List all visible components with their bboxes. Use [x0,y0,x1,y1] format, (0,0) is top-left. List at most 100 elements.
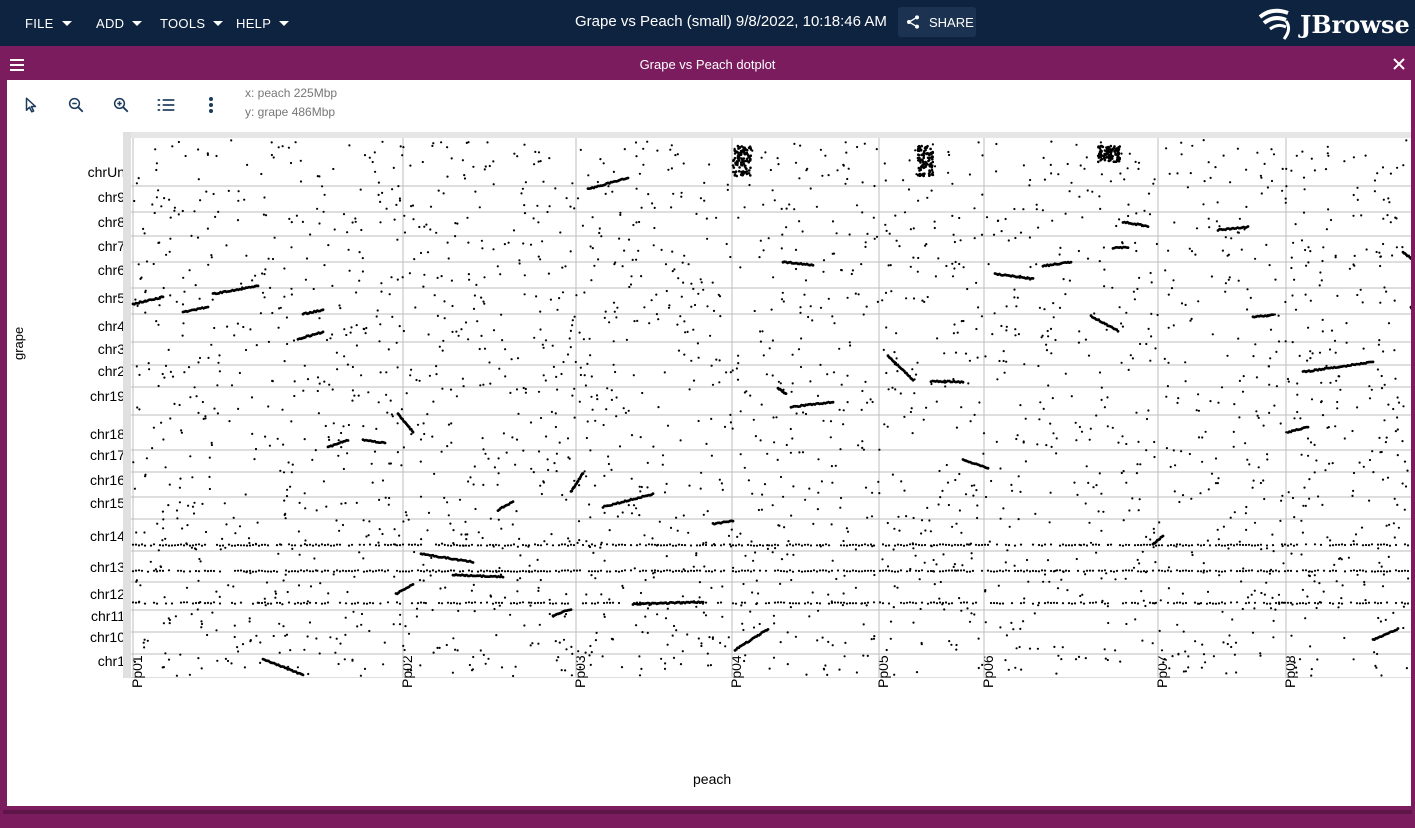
dot-point [1199,602,1203,605]
dot-point [1304,543,1308,546]
dot-point [551,344,554,347]
zoom-out-button[interactable] [63,92,89,118]
dot-point [585,436,588,440]
dot-point [900,480,903,483]
dot-point [458,602,462,605]
dot-point [403,214,406,217]
dot-point [1255,376,1258,379]
dot-point [912,621,915,624]
dot-point [638,514,641,517]
dot-point [746,543,750,546]
dot-point [436,314,439,317]
dot-point [668,543,672,546]
dot-point [932,544,936,547]
more-options-button[interactable] [198,92,224,118]
dot-point [1073,481,1076,484]
dot-point [228,420,231,423]
dot-point [214,215,217,218]
dot-point [432,400,435,403]
dot-point [578,569,582,572]
dot-point [958,216,961,220]
dot-point [903,489,906,492]
dot-point [139,277,142,280]
dot-point [1049,491,1052,494]
dot-point [449,522,452,525]
dot-point [282,579,285,582]
dot-point [954,351,958,354]
dot-point [800,570,804,573]
dot-point [1199,544,1203,547]
dot-point [772,656,776,659]
dot-point [1259,569,1263,572]
dot-point [381,479,385,482]
file-menu[interactable]: FILE [25,0,72,46]
dot-point [529,421,533,424]
dot-point [413,543,417,546]
dot-point [844,182,847,185]
display-list-button[interactable] [153,92,179,118]
dot-point [1062,278,1065,281]
dot-point [805,673,808,676]
dot-point [1037,364,1040,368]
dot-point [1225,672,1228,675]
dot-point [293,380,296,383]
dot-point [1292,544,1296,547]
select-mode-button[interactable] [18,92,44,118]
dot-point [824,543,828,546]
dot-point [333,228,336,231]
dot-point [973,484,976,487]
dot-point [506,570,510,573]
view-resize-handle[interactable] [3,810,1412,814]
dot-point [959,543,963,546]
dot-point [953,563,957,566]
tools-menu[interactable]: TOOLS [160,0,224,46]
dot-point [674,154,677,157]
dot-point [723,425,727,428]
session-title[interactable]: Grape vs Peach (small) 9/8/2022, 10:18:4… [575,13,887,30]
help-menu[interactable]: HELP [236,0,290,46]
dot-point [248,541,251,545]
dot-point [472,583,475,586]
dot-point [446,241,449,244]
close-view-button[interactable] [1392,57,1406,76]
dot-point [555,470,558,473]
dot-point [1379,255,1382,258]
dot-point [337,439,340,442]
share-button[interactable]: SHARE [898,7,976,37]
dot-point [1149,271,1152,275]
dot-point [1097,156,1101,159]
dot-point [864,241,867,244]
dot-point [1321,259,1324,263]
dot-point [842,423,845,426]
view-menu-button[interactable] [10,58,24,76]
dot-point [1327,154,1330,157]
dot-point [1089,427,1092,430]
dot-point [1089,541,1093,544]
dot-point [878,448,881,451]
dot-point [1124,577,1127,580]
dot-point [1098,260,1101,263]
dot-point [237,407,240,410]
dot-point [1086,257,1090,260]
dot-point [221,537,224,540]
dot-point [899,601,903,604]
dot-point [743,659,746,663]
dot-point [539,578,542,582]
add-menu[interactable]: ADD [96,0,143,46]
dot-point [704,570,708,573]
dot-point [600,235,603,238]
dotplot-canvas[interactable] [123,132,1411,678]
dot-point [181,209,184,213]
dot-point [197,579,200,582]
dot-point [700,642,703,645]
dot-point [1284,340,1287,343]
dot-point [669,148,672,151]
dot-point [379,602,382,605]
dot-point [920,643,923,646]
dot-point [171,145,174,148]
zoom-in-button[interactable] [108,92,134,118]
dot-point [509,613,512,616]
dot-point [958,597,961,600]
dot-point [1373,651,1376,654]
dot-point [646,631,649,634]
